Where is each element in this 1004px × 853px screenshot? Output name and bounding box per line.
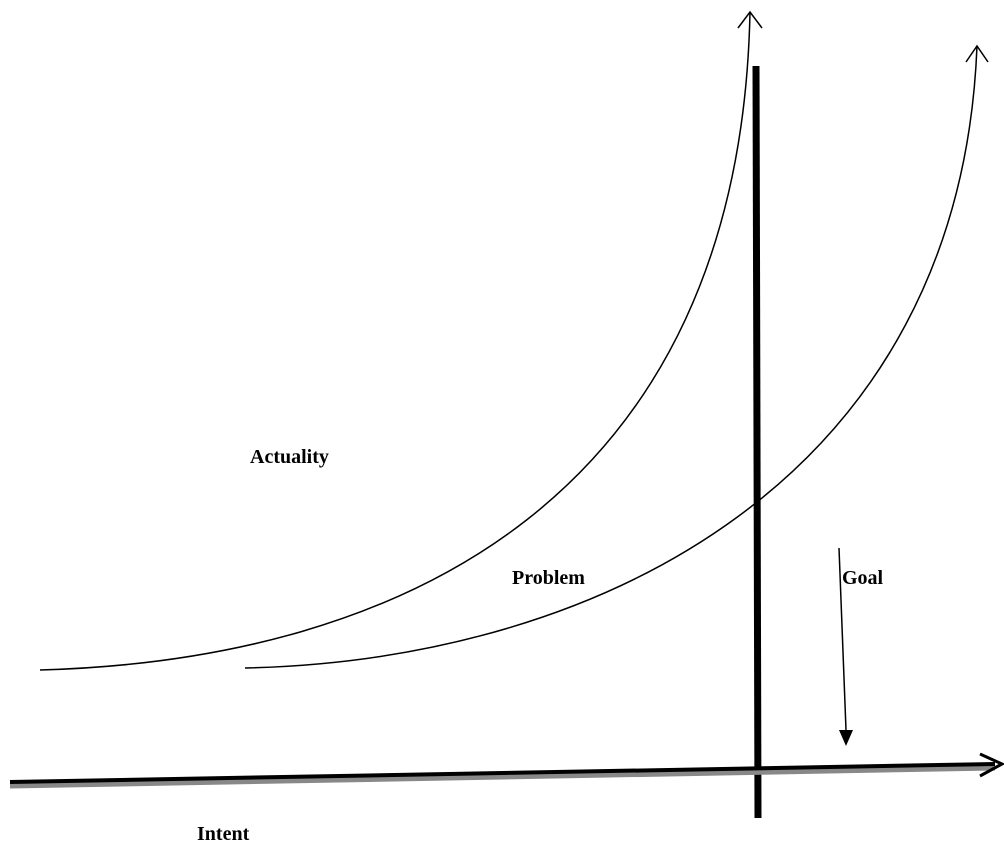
label: Intent [197,823,250,845]
label: Actuality [250,446,329,468]
x-axis [9,762,996,784]
vertical-bar [752,65,762,819]
problem-curve [244,45,978,669]
label: Goal [842,567,884,589]
arrowhead [839,730,853,746]
axis-shadow [9,765,996,789]
arrowhead [737,10,763,29]
label: Problem [512,567,585,589]
goal-arrow [838,547,847,731]
actuality-curve [39,11,751,671]
arrowhead [979,752,1004,778]
arrowhead [965,44,989,63]
